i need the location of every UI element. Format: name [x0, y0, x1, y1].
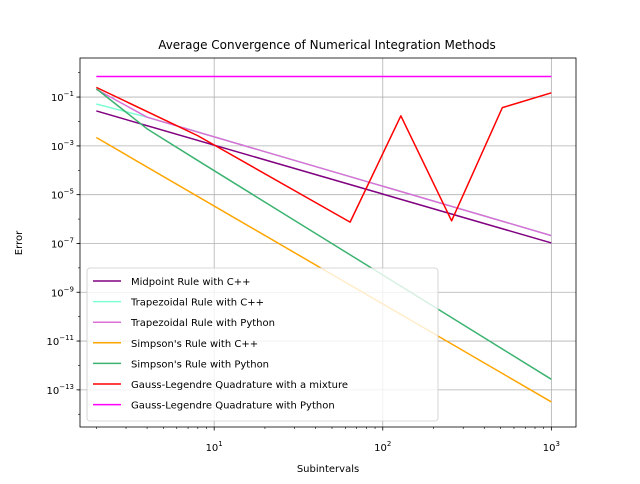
y-tick-label-base: 10	[51, 142, 64, 153]
y-tick-label-base: 10	[51, 191, 64, 202]
x-tick-label: 101	[206, 440, 223, 454]
y-tick-label: 10−7	[51, 236, 74, 250]
y-tick-label-exponent: −11	[59, 334, 74, 342]
x-tick-label-base: 10	[374, 443, 387, 454]
x-tick-label: 102	[374, 440, 391, 454]
y-tick-label-exponent: −13	[59, 383, 74, 391]
x-tick-label: 103	[543, 440, 560, 454]
legend-label-5: Simpson's Rule with Python	[131, 359, 269, 370]
x-tick-label-base: 10	[543, 443, 556, 454]
y-axis-label: Error	[14, 230, 25, 255]
series-line-6	[96, 86, 552, 223]
y-tick-label-base: 10	[46, 386, 59, 397]
y-tick-label-base: 10	[51, 288, 64, 299]
chart-title: Average Convergence of Numerical Integra…	[158, 38, 496, 52]
y-tick-label: 10−11	[46, 334, 74, 348]
x-tick-label-exponent: 1	[218, 440, 222, 448]
legend-label-7: Gauss-Legendre Quadrature with Python	[131, 401, 335, 412]
x-tick-label-exponent: 3	[555, 440, 559, 448]
x-tick-label-exponent: 2	[387, 440, 391, 448]
y-tick-label: 10−5	[51, 188, 74, 202]
y-tick-label-exponent: −3	[64, 139, 74, 147]
series-line-1	[96, 110, 552, 244]
legend-label-2: Trapezoidal Rule with C++	[130, 298, 264, 309]
y-tick-label: 10−13	[46, 383, 74, 397]
legend-label-1: Midpoint Rule with C++	[131, 277, 251, 288]
y-tick-label-exponent: −9	[64, 285, 74, 293]
y-tick-label: 10−1	[51, 90, 74, 104]
y-tick-label: 10−3	[51, 139, 74, 153]
y-tick-label: 10−9	[51, 285, 74, 299]
legend-label-4: Simpson's Rule with C++	[131, 339, 258, 350]
series-line-3	[95, 88, 552, 237]
y-tick-label-base: 10	[51, 93, 64, 104]
axes-frame	[79, 57, 577, 428]
y-tick-label-exponent: −5	[64, 188, 74, 196]
legend-label-3: Trapezoidal Rule with Python	[130, 318, 275, 329]
legend: Midpoint Rule with C++ Trapezoidal Rule w…	[86, 267, 439, 422]
legend-label-6: Gauss-Legendre Quadrature with a mixture	[131, 380, 348, 391]
x-tick-label-base: 10	[206, 443, 219, 454]
y-tick-label-base: 10	[51, 239, 64, 250]
legend-box	[86, 267, 439, 422]
y-tick-label-exponent: −7	[64, 236, 74, 244]
y-tick-label-base: 10	[46, 337, 59, 348]
y-tick-label-exponent: −1	[64, 90, 74, 98]
x-axis-label: Subintervals	[297, 464, 359, 475]
